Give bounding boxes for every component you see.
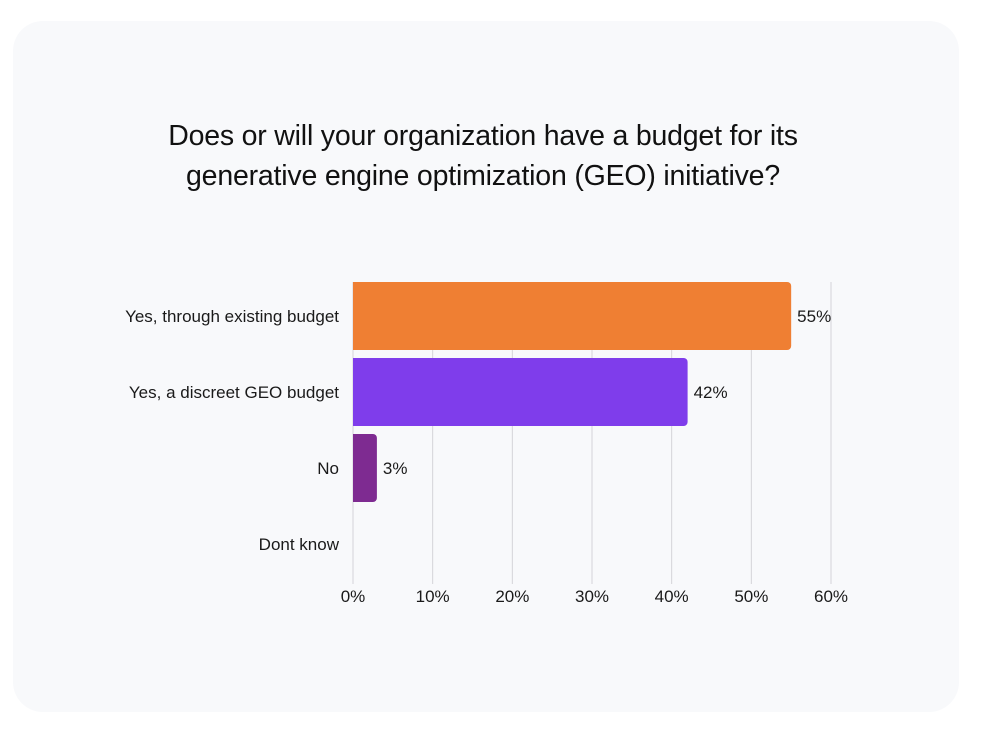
bars xyxy=(353,282,792,502)
chart-title-line-1: Does or will your organization have a bu… xyxy=(168,120,798,152)
bar-no-edge xyxy=(353,434,359,502)
bar-yes-through-existing-budget xyxy=(353,282,792,350)
bar-yes-a-discreet-geo-budget-edge xyxy=(353,358,359,426)
value-label-no: 3% xyxy=(383,459,408,478)
value-label-yes-through-existing-budget: 55% xyxy=(797,307,831,326)
x-tick-label-30: 30% xyxy=(575,587,609,606)
x-tick-label-10: 10% xyxy=(416,587,450,606)
category-label-no: No xyxy=(317,459,339,478)
x-tick-label-0: 0% xyxy=(341,587,366,606)
chart-title-line-2: generative engine optimization (GEO) ini… xyxy=(186,160,780,192)
x-tick-label-60: 60% xyxy=(814,587,848,606)
x-axis-tick-labels: 0% 10% 20% 30% 40% 50% 60% xyxy=(341,587,848,606)
category-label-dont-know: Dont know xyxy=(259,535,340,554)
bar-yes-a-discreet-geo-budget xyxy=(353,358,688,426)
category-labels: Yes, through existing budget Yes, a discr… xyxy=(125,307,340,554)
category-label-yes-a-discreet-geo-budget: Yes, a discreet GEO budget xyxy=(129,383,339,402)
category-label-yes-through-existing-budget: Yes, through existing budget xyxy=(125,307,339,326)
bar-yes-through-existing-budget-edge xyxy=(353,282,359,350)
x-tick-label-50: 50% xyxy=(734,587,768,606)
x-tick-label-20: 20% xyxy=(495,587,529,606)
value-label-yes-a-discreet-geo-budget: 42% xyxy=(694,383,728,402)
x-tick-label-40: 40% xyxy=(655,587,689,606)
chart-title: Does or will your organization have a bu… xyxy=(0,116,966,196)
value-labels: 55% 42% 3% xyxy=(383,307,831,478)
